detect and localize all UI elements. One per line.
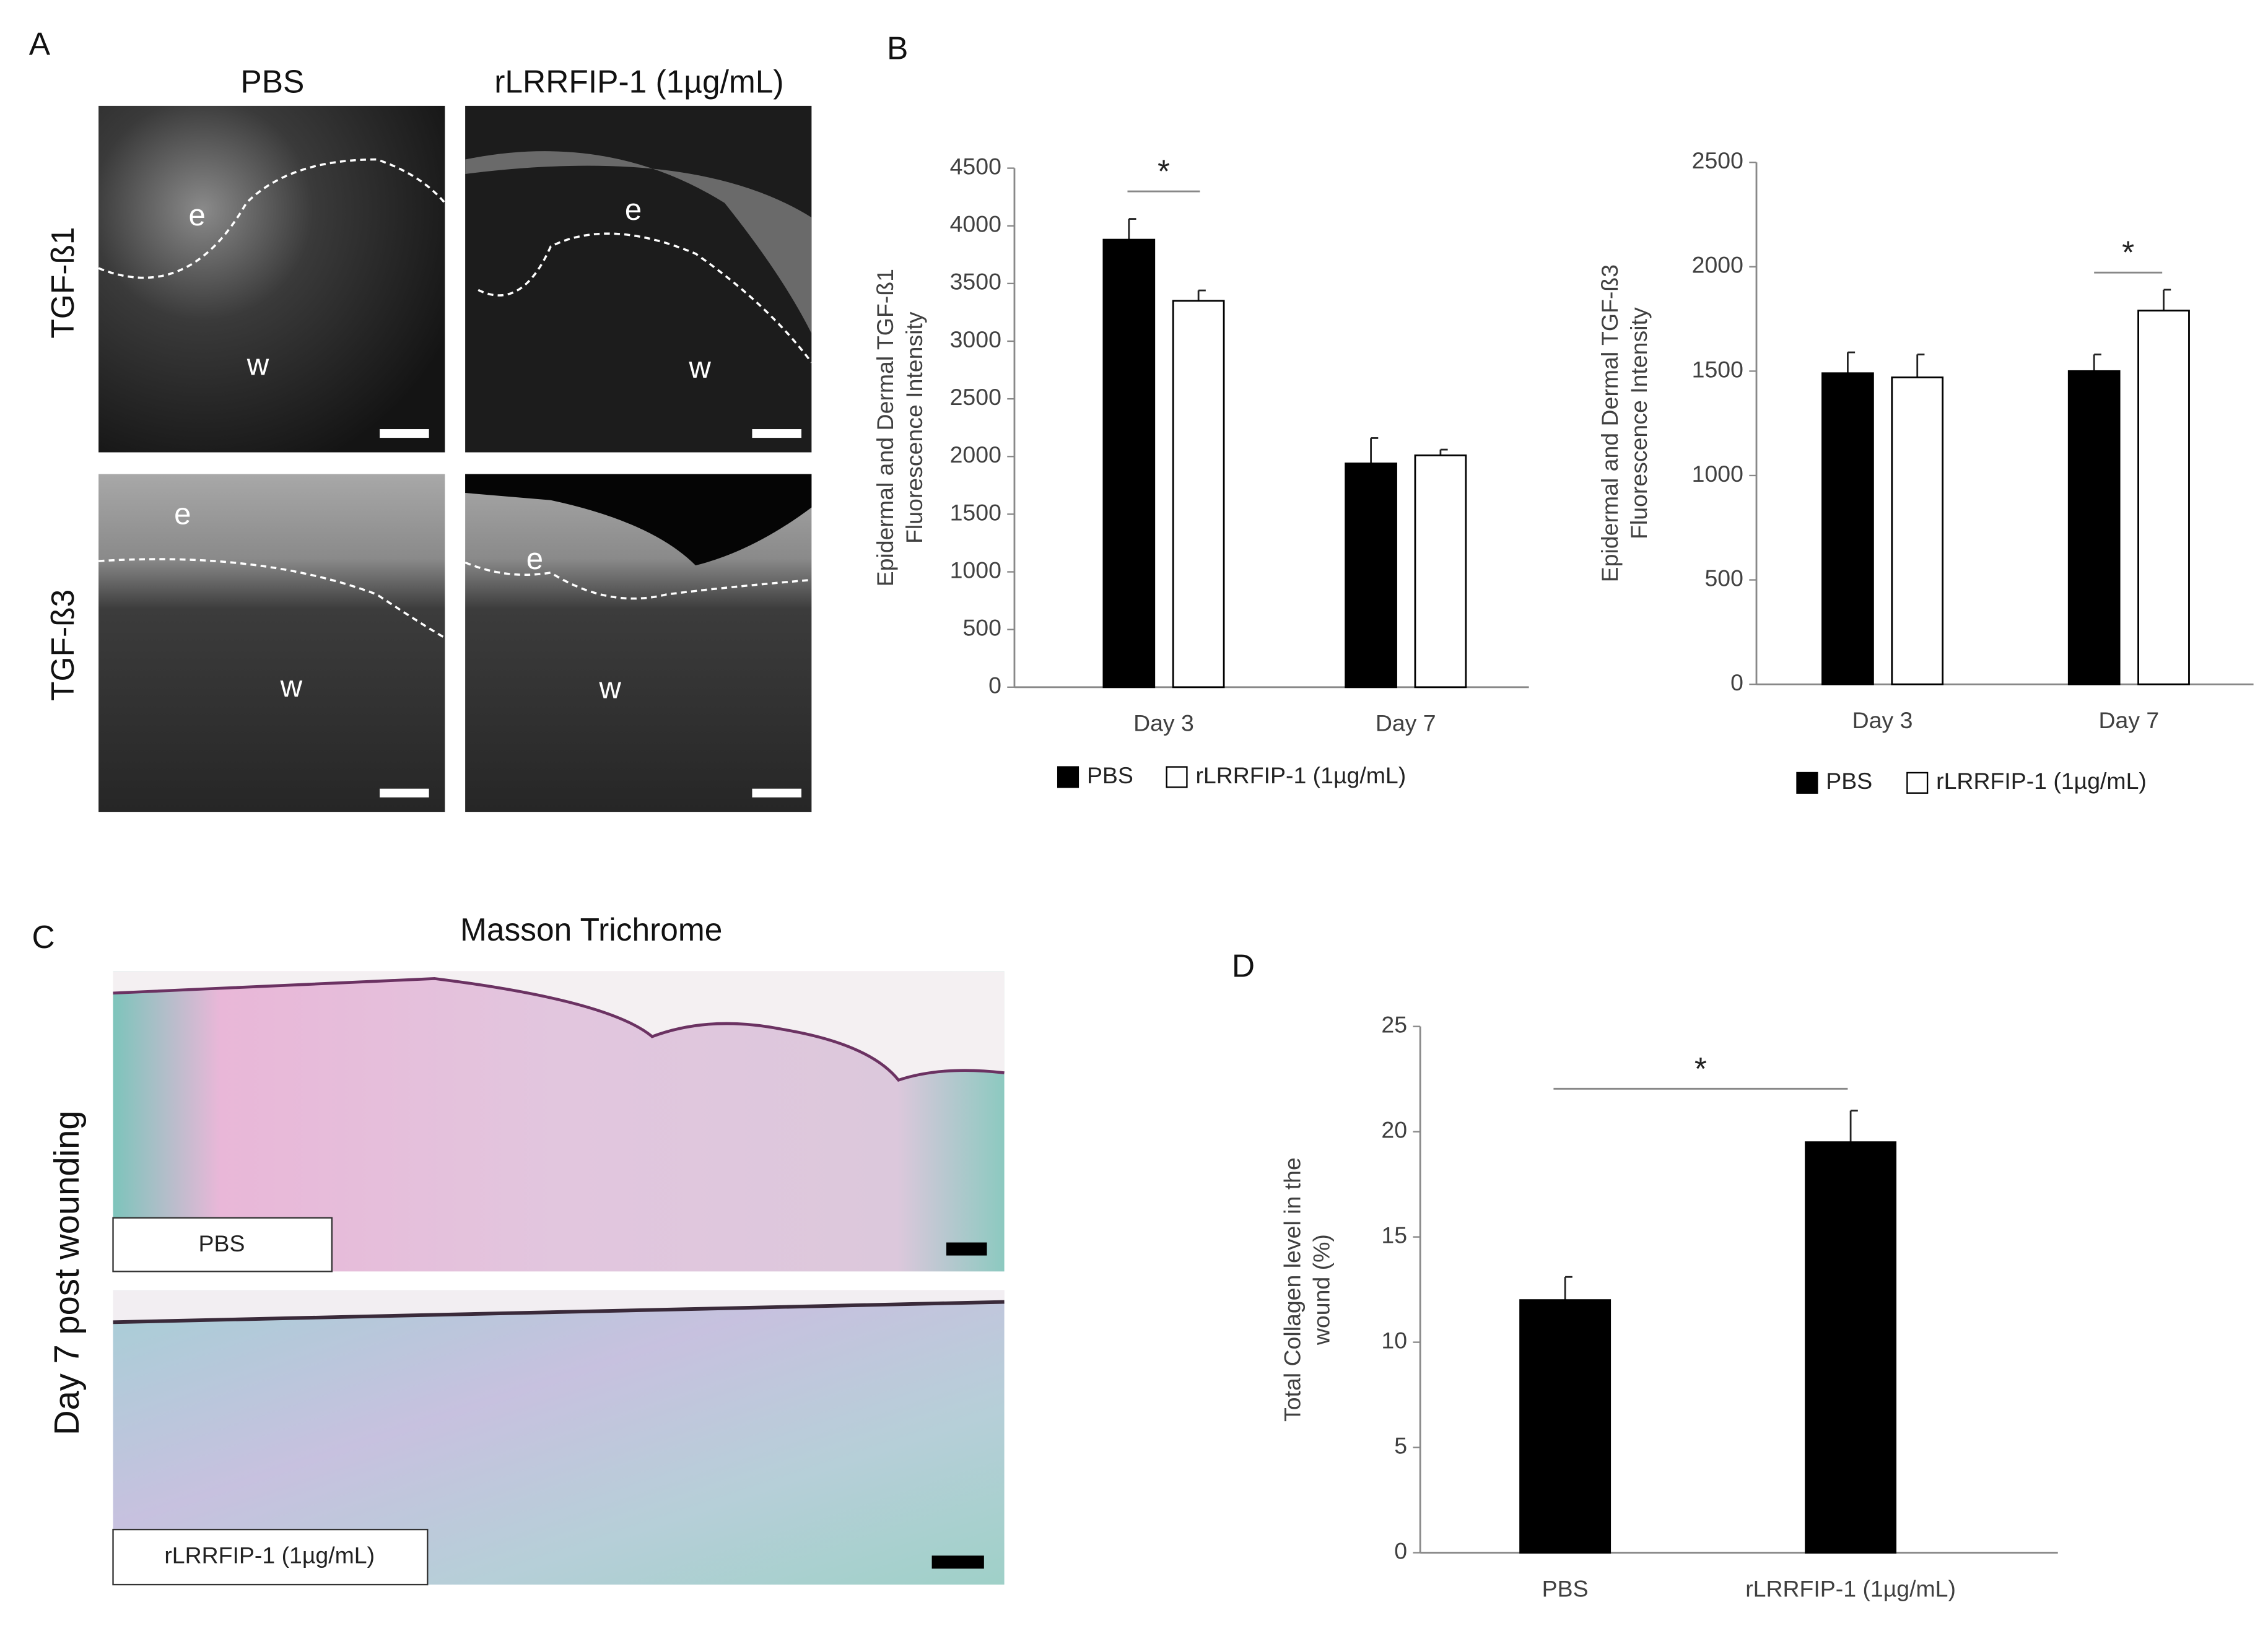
column-label: PBS: [240, 63, 304, 99]
label-box: [112, 1528, 429, 1586]
bar: [1821, 372, 1874, 685]
y-tick-label: 25: [1381, 1012, 1407, 1038]
y-tick-label: 2000: [1692, 252, 1743, 278]
region-label: w: [246, 348, 269, 381]
significance-mark: *: [1158, 154, 1170, 189]
y-tick-label: 10: [1381, 1327, 1407, 1353]
legend-label: PBS: [1826, 768, 1872, 794]
y-axis-label: Epidermal and Dermal TGF-ß1 Fluorescence …: [872, 269, 927, 586]
bar: [1805, 1141, 1897, 1554]
significance-mark: *: [2122, 235, 2134, 271]
y-axis-label-line: Epidermal and Dermal TGF-ß3: [1597, 264, 1623, 582]
scale-bars: [380, 429, 801, 798]
column-label: rLRRFIP-1 (1µg/mL): [494, 63, 783, 99]
y-tick-label: 0: [1394, 1537, 1407, 1564]
panel-letter: A: [29, 26, 51, 62]
background: [113, 971, 1005, 1081]
label-box: [112, 1217, 333, 1272]
x-tick-label: Day 3: [1133, 710, 1194, 736]
x-tick-label: Day 3: [1852, 707, 1913, 733]
legend-swatch: [1057, 766, 1079, 788]
legend-swatch: [1796, 772, 1818, 794]
y-tick-label: 3000: [950, 326, 1001, 352]
panel-letter: D: [1232, 948, 1255, 984]
background: [465, 474, 812, 566]
y-tick-label: 1500: [950, 499, 1001, 525]
legend-swatch: [1166, 766, 1188, 788]
region-label: e: [189, 199, 206, 232]
y-tick-label: 2000: [950, 441, 1001, 468]
image-label: rLRRFIP-1 (1µg/mL): [164, 1542, 375, 1568]
region-label: w: [598, 671, 621, 705]
background: [113, 1290, 1005, 1323]
panel-letter: B: [887, 30, 908, 66]
y-axis-label-line: wound (%): [1308, 1234, 1334, 1346]
y-tick-label: 5: [1394, 1432, 1407, 1458]
bar: [1414, 454, 1467, 689]
bar: [1519, 1299, 1612, 1554]
bar: [1891, 376, 1944, 685]
x-tick-label: Day 7: [1376, 710, 1436, 736]
legend-swatch: [1906, 772, 1929, 794]
scale-bar: [946, 1242, 987, 1256]
legend-label: rLRRFIP-1 (1µg/mL): [1195, 762, 1406, 788]
y-tick-label: 20: [1381, 1117, 1407, 1143]
image-label: PBS: [199, 1230, 245, 1256]
y-tick-label: 0: [988, 672, 1001, 698]
region-label: w: [688, 351, 711, 385]
y-tick-label: 15: [1381, 1222, 1407, 1248]
y-axis-label-line: Epidermal and Dermal TGF-ß1: [872, 269, 898, 586]
significance-mark: *: [1694, 1051, 1707, 1087]
bar: [1345, 463, 1397, 689]
y-tick-label: 4000: [950, 211, 1001, 237]
y-tick-label: 0: [1730, 669, 1743, 695]
region-label: e: [174, 497, 191, 531]
y-tick-label: 500: [962, 615, 1001, 641]
region-label: e: [625, 193, 642, 227]
y-tick-label: 4500: [950, 153, 1001, 179]
y-axis-label-line: Fluorescence Intensity: [1626, 307, 1652, 539]
region-label: e: [526, 542, 543, 576]
bar: [1102, 238, 1156, 689]
region-label: w: [280, 670, 303, 703]
row-label: TGF-ß1: [45, 227, 81, 338]
y-tick-label: 3500: [950, 269, 1001, 295]
y-axis-label-line: Total Collagen level in the: [1279, 1157, 1305, 1422]
y-tick-label: 2500: [950, 384, 1001, 410]
micrographs-c: PBS rLRRFIP-1 (1µg/mL): [112, 971, 1005, 1586]
side-label: Day 7 post wounding: [47, 1110, 86, 1435]
bar: [2067, 370, 2121, 685]
tissue: [465, 151, 812, 334]
y-tick-label: 2500: [1692, 147, 1743, 173]
epidermis-edge: [113, 1300, 1005, 1324]
x-tick-label: rLRRFIP-1 (1µg/mL): [1745, 1575, 1956, 1601]
bar: [2137, 310, 2190, 685]
bar: [1172, 300, 1225, 689]
panel-letter: C: [32, 919, 55, 955]
x-tick-label: PBS: [1542, 1575, 1589, 1601]
image: [98, 105, 445, 453]
y-tick-label: 1500: [1692, 356, 1743, 382]
scale-bar: [931, 1555, 984, 1569]
y-axis-label: Epidermal and Dermal TGF-ß3 Fluorescence …: [1597, 264, 1652, 582]
panel-title: Masson Trichrome: [460, 911, 722, 947]
x-tick-label: Day 7: [2098, 707, 2159, 733]
y-axis-label-line: Fluorescence Intensity: [901, 311, 927, 544]
row-label: TGF-ß3: [45, 589, 81, 701]
boundaries: [98, 158, 813, 639]
y-tick-label: 1000: [950, 557, 1001, 583]
image: [98, 474, 445, 812]
legend-label: rLRRFIP-1 (1µg/mL): [1936, 768, 2147, 794]
y-tick-label: 1000: [1692, 461, 1743, 487]
y-axis-label: Total Collagen level in the wound (%): [1279, 1157, 1334, 1422]
y-tick-label: 500: [1704, 565, 1743, 591]
legend-label: PBS: [1087, 762, 1133, 788]
micrographs-a: e w e w e w e w: [98, 105, 813, 812]
epidermis-edge: [113, 977, 1005, 1082]
